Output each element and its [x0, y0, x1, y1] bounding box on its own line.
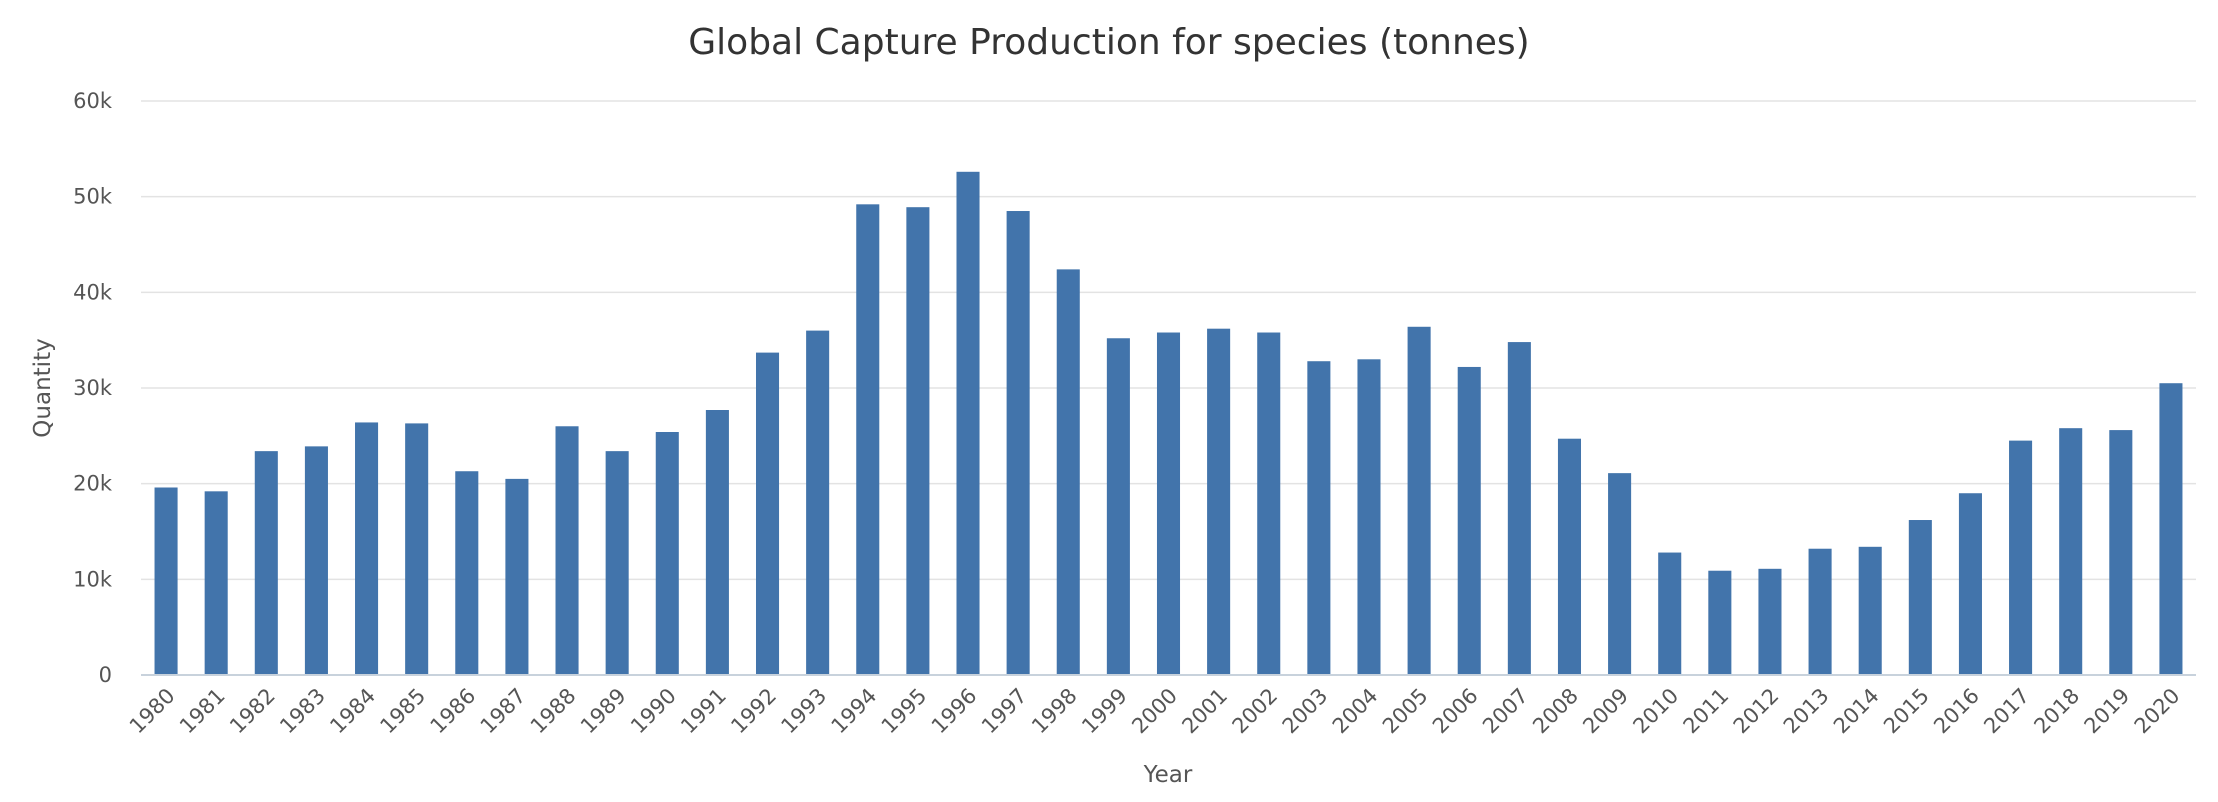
x-tick-label: 2002: [1228, 684, 1283, 739]
bar-1994[interactable]: [856, 204, 880, 675]
bar-2008[interactable]: [1557, 438, 1582, 675]
x-tick-label: 1993: [776, 684, 831, 739]
x-tick-label: 1981: [175, 684, 230, 739]
x-tick-label: 1985: [375, 684, 430, 739]
bar-2016[interactable]: [1958, 493, 1982, 675]
bar-1998[interactable]: [1056, 269, 1080, 675]
x-tick-label: 2011: [1679, 684, 1734, 739]
x-tick-label: 1983: [275, 684, 330, 739]
bar-2017[interactable]: [2009, 440, 2033, 675]
x-tick-label: 1992: [726, 684, 781, 739]
y-tick-label: 10k: [73, 567, 113, 591]
bar-1980[interactable]: [154, 487, 178, 675]
x-tick-label: 1999: [1077, 684, 1132, 739]
x-tick-label: 2010: [1628, 684, 1683, 739]
x-tick-label: 2007: [1478, 684, 1533, 739]
x-axis-ticks: 1980198119821983198419851986198719881989…: [125, 684, 2185, 739]
x-tick-label: 2019: [2080, 684, 2135, 739]
x-tick-label: 1998: [1027, 684, 1082, 739]
bar-2001[interactable]: [1207, 328, 1231, 675]
bar-1985[interactable]: [405, 423, 429, 675]
bar-1990[interactable]: [655, 432, 679, 675]
bar-2005[interactable]: [1407, 326, 1431, 675]
bar-2006[interactable]: [1457, 366, 1481, 675]
bar-1997[interactable]: [1006, 211, 1030, 675]
y-axis-ticks: 0 10k 20k 30k 40k 50k 60k: [73, 89, 113, 687]
bar-1991[interactable]: [705, 410, 729, 675]
bar-2018[interactable]: [2059, 428, 2083, 675]
y-tick-label: 50k: [73, 185, 113, 209]
x-tick-label: 2005: [1378, 684, 1433, 739]
x-tick-label: 2009: [1578, 684, 1633, 739]
bar-1996[interactable]: [956, 171, 980, 675]
y-tick-label: 30k: [73, 376, 113, 400]
bar-1987[interactable]: [505, 478, 529, 675]
bars: [154, 171, 2183, 675]
x-tick-label: 2006: [1428, 684, 1483, 739]
x-tick-label: 1990: [626, 684, 681, 739]
bar-2007[interactable]: [1507, 342, 1531, 675]
bar-2012[interactable]: [1758, 568, 1782, 675]
x-axis-title: Year: [1143, 762, 1193, 788]
y-tick-label: 60k: [73, 89, 113, 113]
x-tick-label: 2012: [1729, 684, 1784, 739]
bar-2009[interactable]: [1608, 473, 1632, 675]
x-tick-label: 2013: [1779, 684, 1834, 739]
x-tick-label: 2017: [1979, 684, 2034, 739]
chart-title: Global Capture Production for species (t…: [688, 22, 1529, 63]
y-axis-title: Quantity: [30, 338, 56, 437]
x-tick-label: 2001: [1177, 684, 1232, 739]
x-tick-label: 2008: [1528, 684, 1583, 739]
x-tick-label: 1996: [927, 684, 982, 739]
bar-2019[interactable]: [2109, 430, 2133, 675]
x-tick-label: 2018: [2029, 684, 2084, 739]
x-tick-label: 1995: [877, 684, 932, 739]
bar-1995[interactable]: [906, 207, 930, 675]
x-tick-label: 1982: [225, 684, 280, 739]
bar-1983[interactable]: [304, 446, 328, 675]
x-tick-label: 1987: [476, 684, 531, 739]
bar-1999[interactable]: [1106, 338, 1130, 675]
bar-2014[interactable]: [1858, 546, 1882, 675]
x-tick-label: 1989: [576, 684, 631, 739]
bar-2010[interactable]: [1658, 552, 1682, 675]
x-tick-label: 2016: [1929, 684, 1984, 739]
bar-2004[interactable]: [1357, 359, 1381, 675]
bar-1992[interactable]: [755, 352, 780, 675]
bar-1982[interactable]: [254, 451, 278, 675]
bar-2020[interactable]: [2159, 383, 2183, 675]
x-tick-label: 1997: [977, 684, 1032, 739]
x-tick-label: 2014: [1829, 684, 1884, 739]
bar-2003[interactable]: [1307, 361, 1331, 675]
bar-1993[interactable]: [806, 330, 830, 675]
y-tick-label: 20k: [73, 472, 113, 496]
bar-1986[interactable]: [455, 471, 479, 675]
y-tick-label: 0: [99, 663, 112, 687]
y-tick-label: 40k: [73, 280, 113, 304]
bar-2002[interactable]: [1257, 332, 1281, 675]
x-tick-label: 2015: [1879, 684, 1934, 739]
x-tick-label: 2000: [1127, 684, 1182, 739]
x-tick-label: 1991: [676, 684, 731, 739]
x-tick-label: 1984: [325, 684, 380, 739]
x-tick-label: 1986: [426, 684, 481, 739]
bar-2013[interactable]: [1808, 548, 1832, 675]
bar-1981[interactable]: [204, 491, 228, 675]
x-tick-label: 1980: [125, 684, 180, 739]
bar-1988[interactable]: [555, 426, 579, 675]
x-tick-label: 1994: [827, 684, 882, 739]
bar-1989[interactable]: [605, 451, 629, 675]
bar-2015[interactable]: [1908, 520, 1932, 675]
x-tick-label: 2004: [1328, 684, 1383, 739]
x-tick-label: 2020: [2130, 684, 2185, 739]
bar-1984[interactable]: [355, 422, 379, 675]
x-tick-label: 2003: [1278, 684, 1333, 739]
x-tick-label: 1988: [526, 684, 581, 739]
bar-2000[interactable]: [1156, 332, 1181, 675]
bar-2011[interactable]: [1708, 570, 1732, 675]
